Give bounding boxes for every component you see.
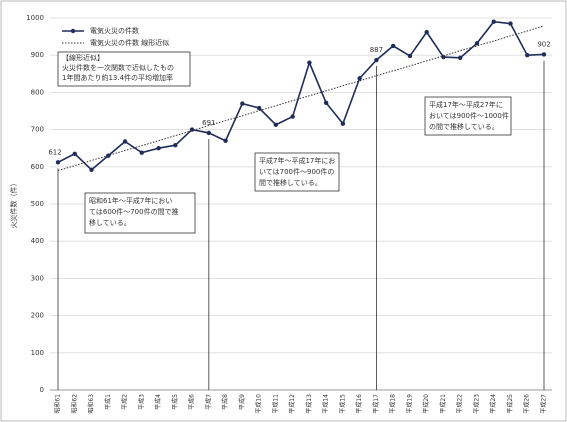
- annotation-box: [424, 96, 512, 136]
- x-tick-label: 平成19: [405, 394, 413, 414]
- data-point: [307, 60, 312, 65]
- data-point: [491, 19, 496, 24]
- x-tick-label: 平成13: [305, 394, 313, 414]
- annotation-text: 平成17年～平成27年に: [429, 100, 503, 109]
- data-point: [55, 160, 61, 165]
- data-point: [458, 55, 463, 61]
- y-tick-label: 800: [31, 88, 44, 96]
- x-tick-label: 平成18: [389, 394, 397, 414]
- x-tick-label: 平成16: [355, 394, 363, 414]
- data-point: [72, 151, 77, 156]
- note-text: 1年間あたり約13.4件の平均増加率: [62, 73, 173, 82]
- y-tick-label: 500: [31, 200, 44, 208]
- legend-marker: [70, 28, 76, 34]
- data-point: [541, 52, 547, 57]
- data-point: [357, 76, 362, 81]
- data-point: [474, 41, 480, 46]
- annotation-box: [84, 192, 196, 234]
- legend-label: 電気火災の件数 線形近似: [90, 38, 169, 47]
- data-point: [223, 138, 228, 143]
- x-tick-label: 平成20: [422, 394, 430, 414]
- x-tick-label: 昭和62: [70, 394, 78, 414]
- x-tick-label: 平成3: [137, 394, 145, 410]
- x-tick-label: 平成14: [322, 394, 330, 414]
- data-point: [122, 139, 128, 144]
- annotation-text: いては700件～900件の: [259, 167, 334, 176]
- data-point: [424, 29, 429, 35]
- data-point: [340, 121, 346, 126]
- x-tick-label: 平成4: [154, 394, 162, 410]
- y-tick-label: 300: [31, 274, 44, 282]
- note-text: 火災件数を一次関数で近似したもの: [62, 63, 174, 72]
- x-tick-label: 平成2: [121, 394, 129, 410]
- data-point: [374, 57, 379, 63]
- data-label: 902: [537, 40, 550, 48]
- x-tick-label: 平成21: [439, 394, 447, 414]
- annotation-text: 平成7年～平成17年にお: [259, 156, 335, 165]
- x-tick-label: 平成26: [523, 394, 531, 414]
- y-tick-label: 900: [31, 51, 44, 59]
- annotation-text: 昭和61年～平成7年におい: [89, 196, 172, 205]
- y-tick-label: 200: [31, 312, 44, 320]
- x-tick-label: 平成1: [104, 394, 112, 410]
- x-tick-label: 平成7: [204, 394, 212, 410]
- x-tick-label: 平成15: [338, 394, 346, 414]
- y-tick-label: 400: [31, 237, 44, 245]
- data-label: 691: [202, 119, 215, 127]
- x-tick-label: 平成27: [540, 394, 548, 414]
- x-tick-label: 平成9: [238, 394, 246, 410]
- data-point: [173, 143, 178, 148]
- data-label: 887: [370, 46, 383, 54]
- x-tick-label: 平成11: [271, 394, 279, 414]
- data-point: [407, 53, 413, 59]
- trend-line: [57, 25, 545, 172]
- annotation-text: ては600件～700件の間で推: [89, 207, 179, 216]
- y-tick-label: 0: [40, 386, 44, 394]
- series-line: [57, 20, 545, 171]
- y-tick-label: 100: [31, 349, 44, 357]
- data-label: 612: [48, 148, 61, 156]
- data-point: [89, 167, 94, 172]
- data-point: [323, 100, 329, 106]
- annotation-text: おいては900件～1000件: [429, 111, 509, 120]
- x-tick-label: 平成6: [188, 394, 196, 410]
- x-tick-label: 平成25: [506, 394, 514, 414]
- x-tick-label: 平成8: [221, 394, 229, 410]
- x-tick-label: 昭和63: [87, 394, 95, 414]
- y-tick-label: 700: [31, 126, 44, 134]
- annotation-text: 移している。: [89, 218, 131, 227]
- data-point: [240, 101, 245, 106]
- y-axis-label: 火災件数（件）: [9, 180, 18, 229]
- data-point: [508, 21, 513, 26]
- data-point: [139, 150, 144, 155]
- annotation-text: 間で推移している。: [259, 178, 322, 187]
- x-tick-label: 平成10: [255, 394, 263, 414]
- data-point: [273, 122, 279, 127]
- legend-label: 電気火災の件数: [90, 26, 139, 35]
- data-point: [390, 43, 396, 49]
- annotation-box: [254, 152, 340, 192]
- note-box: [57, 51, 191, 87]
- x-tick-label: 昭和61: [54, 394, 62, 414]
- annotation-text: の間で推移している。: [429, 122, 499, 131]
- data-point: [156, 146, 161, 151]
- x-tick-label: 平成12: [288, 394, 296, 414]
- y-tick-label: 600: [31, 163, 44, 171]
- data-point: [206, 130, 212, 136]
- note-text: 【線形近似】: [62, 53, 104, 62]
- x-tick-label: 平成5: [171, 394, 179, 410]
- data-point: [290, 114, 295, 119]
- data-point: [256, 105, 262, 111]
- x-tick-label: 平成17: [372, 394, 380, 414]
- x-tick-label: 平成22: [456, 394, 464, 414]
- y-tick-label: 1000: [26, 14, 44, 22]
- x-tick-label: 平成23: [472, 394, 480, 414]
- data-point: [525, 53, 530, 58]
- x-tick-label: 平成24: [489, 394, 497, 414]
